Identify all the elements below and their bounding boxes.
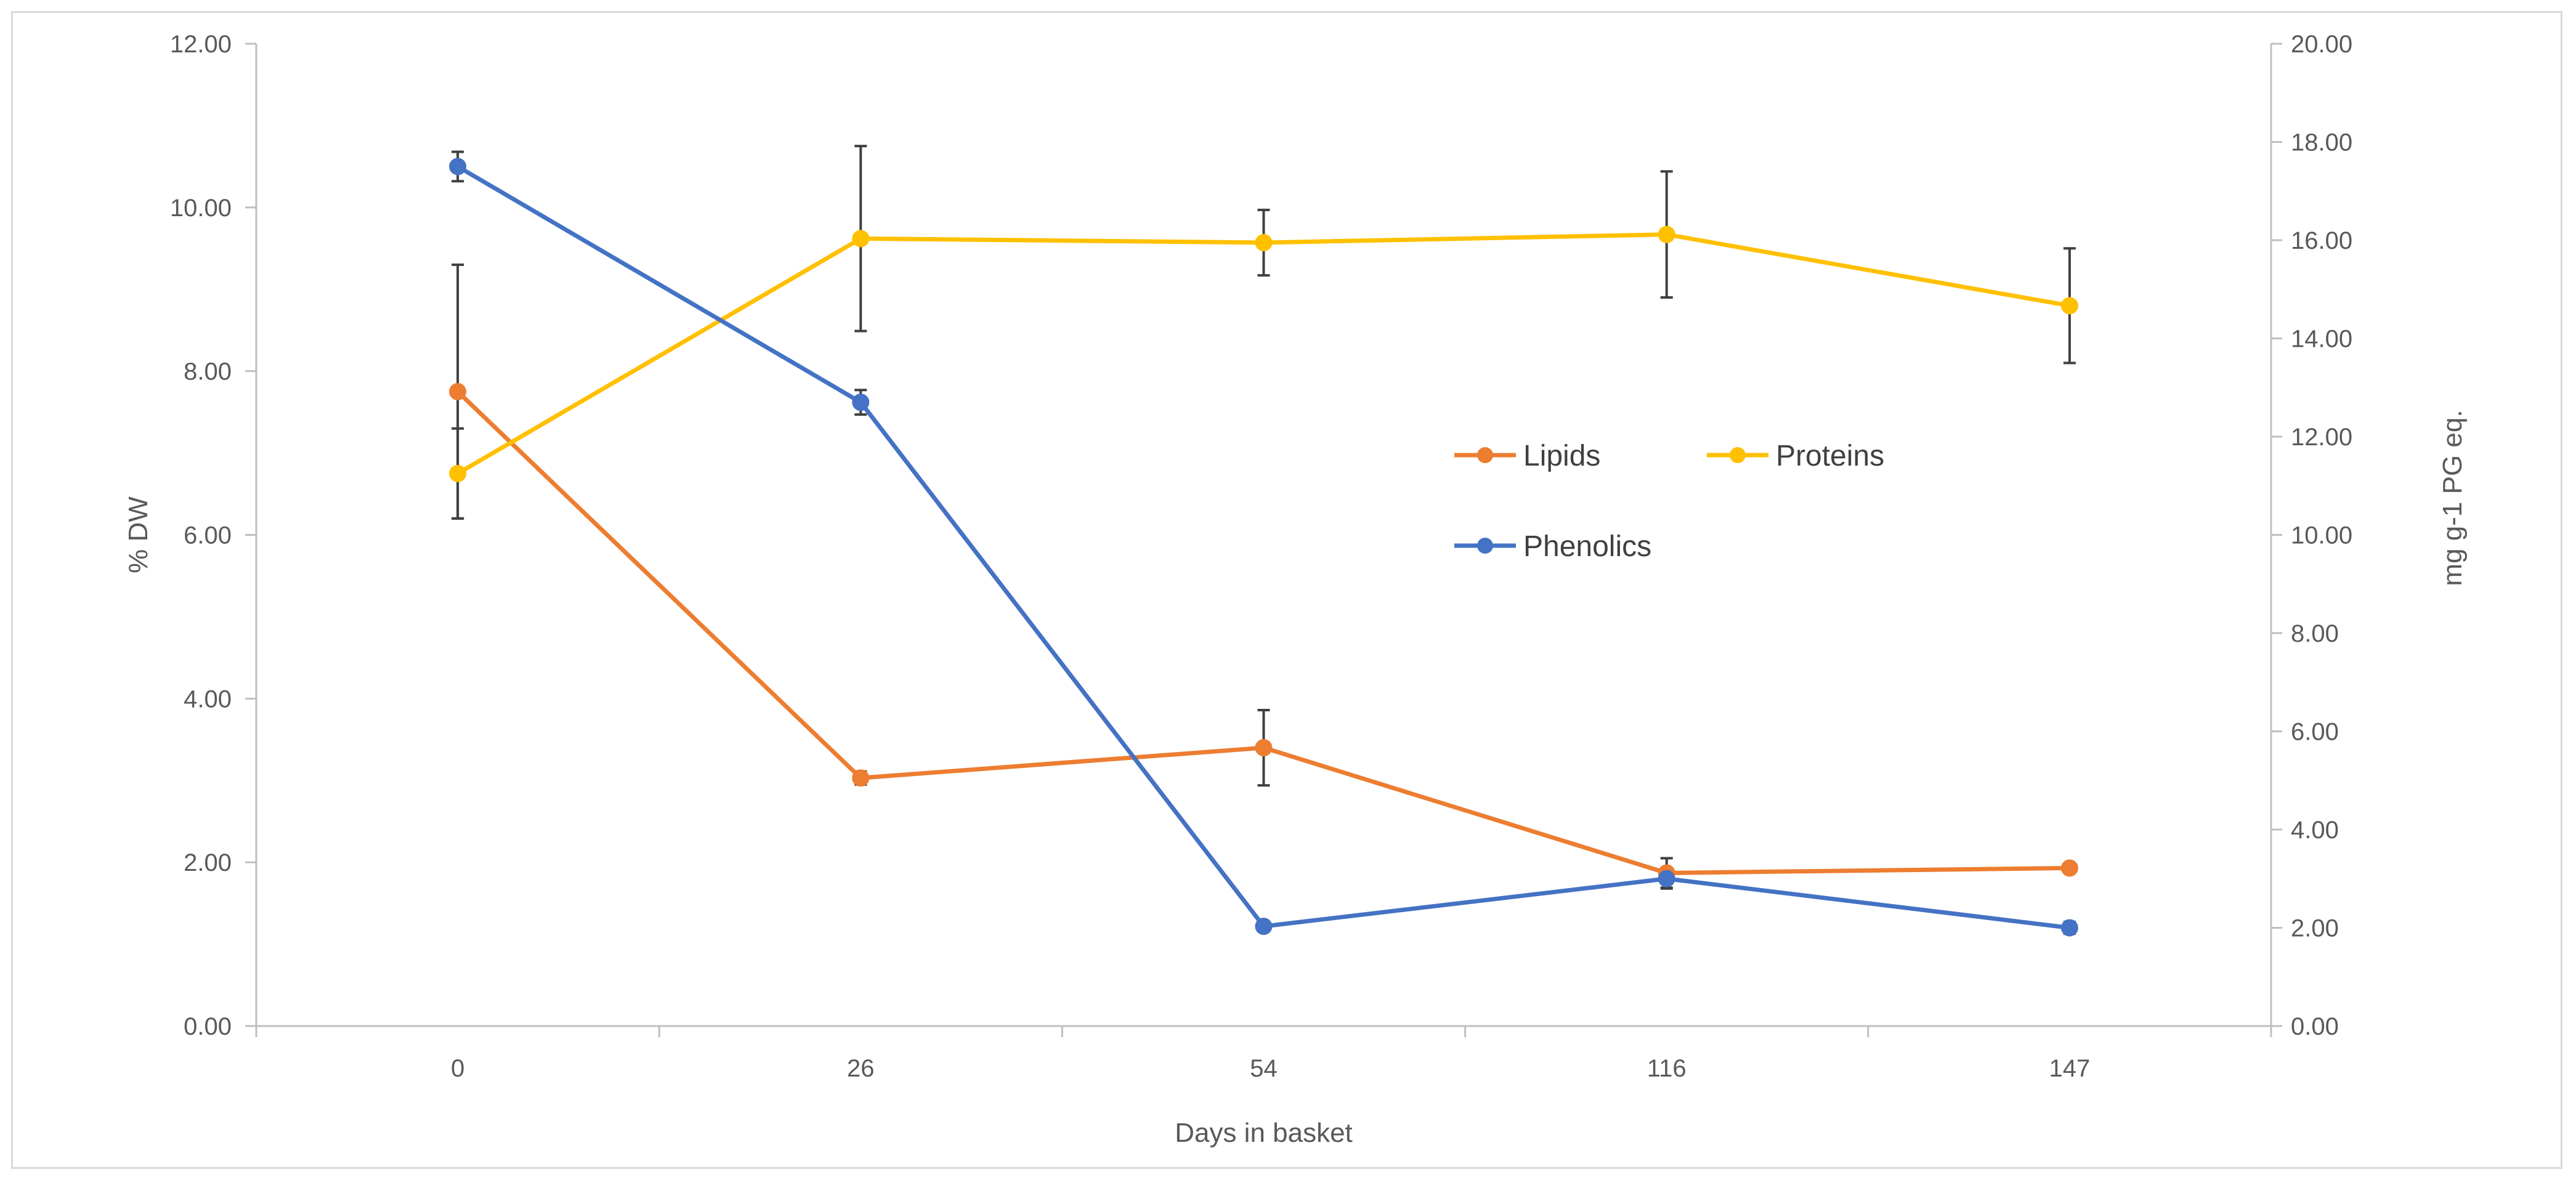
y-right-tick-label: 2.00 <box>2291 915 2339 942</box>
phenolics-series-line <box>455 164 2072 930</box>
y-right-tick-label: 0.00 <box>2291 1013 2339 1040</box>
proteins-data-point <box>449 464 467 482</box>
y-axis-left-title: % DW <box>123 496 153 573</box>
legend-lipids-label: Lipids <box>1523 440 1600 472</box>
phenolics-data-point <box>1658 870 1675 887</box>
proteins-data-point <box>1658 225 1675 243</box>
lipids-data-point <box>449 382 467 400</box>
y-left-tick-label: 0.00 <box>184 1013 232 1040</box>
y-right-tick-label: 14.00 <box>2291 326 2352 353</box>
y-right-tick-label: 4.00 <box>2291 817 2339 844</box>
phenolics-data-point <box>1255 918 1273 936</box>
x-tick-label: 26 <box>847 1055 875 1082</box>
y-right-tick-label: 10.00 <box>2291 522 2352 549</box>
legend-proteins-label: Proteins <box>1776 440 1884 472</box>
proteins-data-point <box>852 230 870 248</box>
x-axis-title: Days in basket <box>1175 1118 1353 1148</box>
chart-svg: 0.00 2.00 4.00 6.00 8.00 10.00 12.00 0.00 2.00 4.… <box>123 31 2468 1148</box>
y-left-tick-label: 8.00 <box>184 358 232 386</box>
phenolics-data-point <box>852 394 870 411</box>
y-right-tick-label: 16.00 <box>2291 227 2352 254</box>
y-left-tick-label: 6.00 <box>184 522 232 549</box>
phenolics-data-point <box>2060 919 2078 937</box>
proteins-data-point <box>2060 297 2078 315</box>
x-tick-label: 147 <box>2049 1055 2091 1082</box>
chart-frame: 0.00 2.00 4.00 6.00 8.00 10.00 12.00 0.00 2.00 4.… <box>11 11 2562 1169</box>
y-left-tick-label: 4.00 <box>184 685 232 713</box>
lipids-data-point <box>1255 739 1273 757</box>
y-right-tick-label: 6.00 <box>2291 719 2339 746</box>
legend-lipids-marker <box>1477 447 1493 463</box>
x-tick-label: 54 <box>1250 1055 1278 1082</box>
proteins-data-point <box>1255 233 1273 251</box>
legend-phenolics-marker <box>1477 538 1493 554</box>
phenolics-data-point <box>449 158 467 176</box>
x-tick-label: 0 <box>451 1055 464 1082</box>
y-right-tick-label: 20.00 <box>2291 31 2352 58</box>
y-axis-right-title: mg g-1 PG eq. <box>2437 410 2468 586</box>
y-right-tick-label: 18.00 <box>2291 129 2352 156</box>
y-left-tick-label: 10.00 <box>170 195 232 222</box>
y-right-tick-label: 12.00 <box>2291 424 2352 451</box>
lipids-data-point <box>852 769 870 787</box>
y-left-tick-label: 2.00 <box>184 849 232 876</box>
x-tick-label: 116 <box>1647 1055 1687 1082</box>
legend-phenolics-label: Phenolics <box>1523 530 1651 563</box>
y-right-tick-label: 8.00 <box>2291 620 2339 647</box>
legend-proteins-marker <box>1730 447 1746 463</box>
y-left-tick-label: 12.00 <box>170 31 232 58</box>
lipids-data-point <box>2060 859 2078 877</box>
